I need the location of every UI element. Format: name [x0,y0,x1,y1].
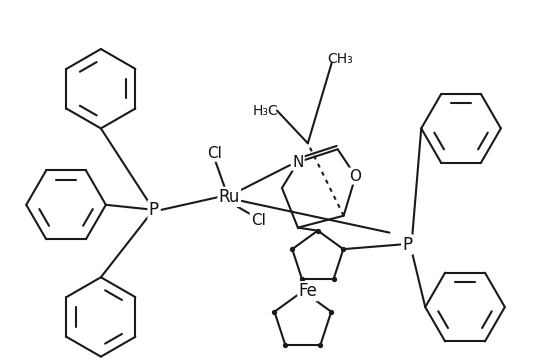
Text: Ru: Ru [219,188,240,206]
Text: P: P [149,201,159,219]
Text: Cl: Cl [251,213,266,228]
Text: Cl: Cl [207,146,222,161]
Text: H₃C: H₃C [252,103,278,118]
Text: CH₃: CH₃ [327,52,352,66]
Text: N: N [292,155,304,170]
Text: P: P [402,236,412,253]
Text: O: O [350,169,362,183]
Text: Fe: Fe [299,282,317,300]
